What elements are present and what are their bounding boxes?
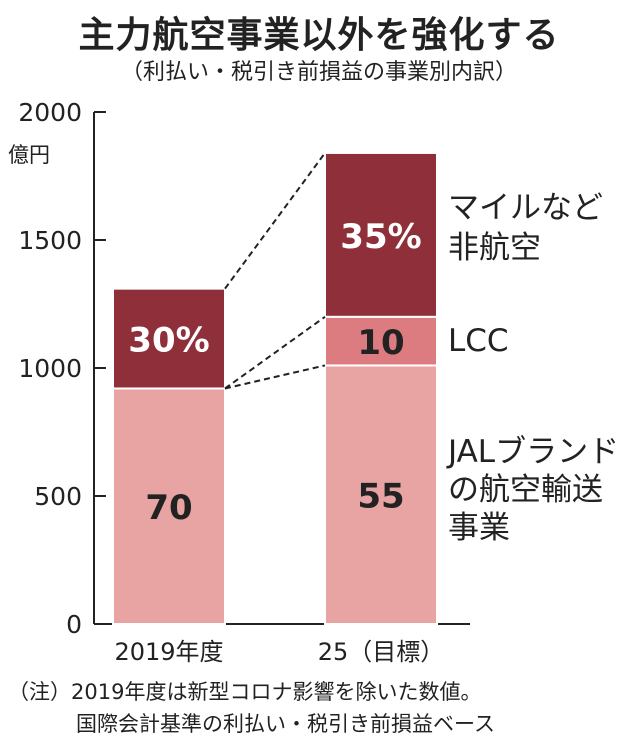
y-tick-label: 500 [34, 482, 82, 511]
bar-share-label: 10 [357, 323, 404, 363]
bar-share-label: 35% [340, 217, 421, 257]
bar-segment [324, 364, 438, 625]
bar-share-label: 70 [145, 488, 192, 528]
bar-segment [112, 387, 226, 626]
footnote-2: 国際会計基準の利払い・税引き前損益ベース [76, 712, 495, 736]
connector-line [224, 315, 326, 390]
y-tick-label: 1000 [18, 354, 82, 383]
share-labels: 70 30% 55 10 35% [128, 217, 421, 528]
bar-segment [324, 151, 438, 318]
chart-title: 主力航空事業以外を強化する [78, 15, 560, 56]
y-unit-label: 億円 [8, 143, 50, 167]
legend-label: JALブランド [446, 434, 619, 470]
x-category-label: 25（目標） [318, 638, 445, 666]
x-category-label: 2019年度 [114, 638, 223, 666]
legend-label: の航空輸送 [448, 472, 603, 508]
y-tick-label: 1500 [18, 226, 82, 255]
bars [112, 151, 438, 626]
connector-lines [224, 152, 326, 390]
connector-line [224, 152, 326, 290]
legend-label: マイルなど [448, 190, 603, 226]
chart-subtitle: （利払い・税引き前損益の事業別内訳） [120, 60, 517, 85]
bar-segment [112, 287, 226, 390]
legend-label: LCC [448, 323, 509, 359]
bar-share-label: 55 [357, 477, 404, 517]
footnote-1: （注）2019年度は新型コロナ影響を除いた数値。 [8, 680, 482, 704]
bar-share-label: 30% [128, 321, 209, 361]
legend-label: 事業 [448, 510, 510, 546]
connector-line [224, 364, 326, 390]
y-tick-label: 0 [66, 610, 82, 639]
bar-segment [324, 315, 438, 367]
legend-label: 非航空 [448, 230, 541, 266]
y-tick-label: 2000 [18, 98, 82, 127]
